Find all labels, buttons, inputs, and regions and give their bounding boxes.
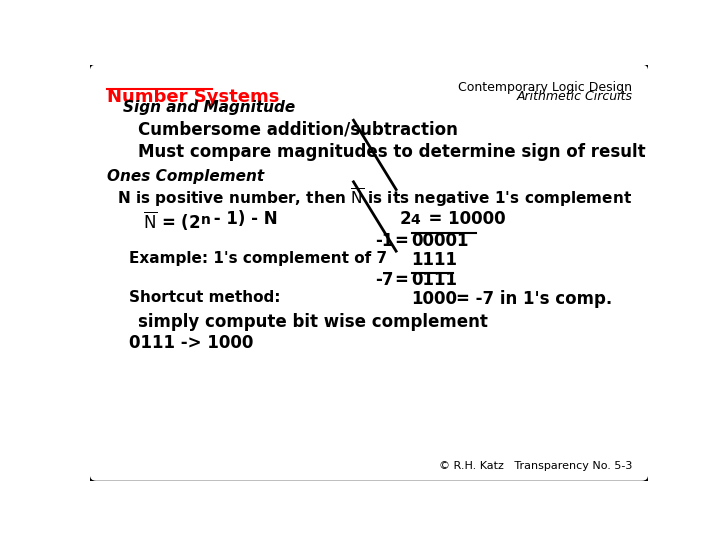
Text: 00001: 00001 bbox=[412, 232, 469, 250]
Text: Contemporary Logic Design: Contemporary Logic Design bbox=[459, 81, 632, 94]
Text: simply compute bit wise complement: simply compute bit wise complement bbox=[138, 313, 488, 330]
Text: N is positive number, then $\overline{\mathrm{N}}$ is its negative 1's complemen: N is positive number, then $\overline{\m… bbox=[117, 186, 632, 209]
Text: -7: -7 bbox=[375, 271, 394, 289]
Text: Sign and Magnitude: Sign and Magnitude bbox=[122, 100, 294, 115]
Text: Example: 1's complement of 7: Example: 1's complement of 7 bbox=[129, 251, 387, 266]
Text: © R.H. Katz   Transparency No. 5-3: © R.H. Katz Transparency No. 5-3 bbox=[439, 461, 632, 471]
Text: Ones Complement: Ones Complement bbox=[107, 168, 264, 184]
Text: Must compare magnitudes to determine sign of result: Must compare magnitudes to determine sig… bbox=[138, 143, 646, 161]
Text: $\overline{\mathrm{N}}$ = (2: $\overline{\mathrm{N}}$ = (2 bbox=[143, 210, 200, 233]
Text: 1111: 1111 bbox=[412, 251, 458, 269]
Text: Shortcut method:: Shortcut method: bbox=[129, 289, 280, 305]
Text: Cumbersome addition/subtraction: Cumbersome addition/subtraction bbox=[138, 120, 458, 138]
Text: n: n bbox=[201, 213, 211, 227]
Text: 1000: 1000 bbox=[412, 289, 458, 308]
Text: 0111: 0111 bbox=[412, 271, 458, 289]
Text: 0111 -> 1000: 0111 -> 1000 bbox=[129, 334, 253, 352]
Text: = 10000: = 10000 bbox=[417, 210, 505, 227]
Text: =: = bbox=[395, 271, 408, 289]
Text: Arithmetic Circuits: Arithmetic Circuits bbox=[516, 90, 632, 103]
Text: 4: 4 bbox=[411, 213, 420, 227]
Text: -1: -1 bbox=[375, 232, 394, 250]
Text: - 1) - N: - 1) - N bbox=[208, 210, 277, 227]
Text: = -7 in 1's comp.: = -7 in 1's comp. bbox=[456, 289, 612, 308]
FancyBboxPatch shape bbox=[89, 63, 649, 482]
Text: =: = bbox=[395, 232, 408, 250]
Text: Number Systems: Number Systems bbox=[107, 88, 279, 106]
Text: 2: 2 bbox=[400, 210, 412, 227]
